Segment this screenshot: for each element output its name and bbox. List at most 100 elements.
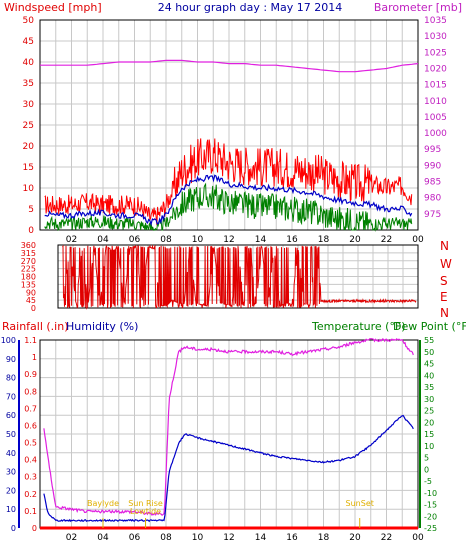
dewpoint-axis-title: Dew Point (°F) — [393, 320, 466, 333]
baro-ytick-1015: 1015 — [424, 81, 447, 91]
humidity-line — [43, 414, 414, 523]
temp-xtick-14: 14 — [255, 533, 267, 543]
baro-ytick-1030: 1030 — [424, 32, 447, 42]
temp-xtick-08: 08 — [160, 533, 172, 543]
wind-xtick-22: 22 — [381, 235, 392, 245]
rain-ytick-0.4: 0.4 — [24, 456, 37, 465]
compass-labels: N W S E N — [440, 239, 452, 320]
wind-xtick-20: 20 — [349, 235, 361, 245]
temp-xtick-12: 12 — [223, 533, 234, 543]
rain-ytick-0: 0 — [32, 524, 37, 533]
temp-xtick-22: 22 — [381, 533, 392, 543]
wind-barometer-panel: 0510152025303540455097598098599099510001… — [23, 16, 448, 245]
direction-panel-frame — [57, 244, 419, 309]
annotation-1: Sun Rise — [128, 499, 163, 508]
rain-ytick-1: 1 — [32, 353, 37, 362]
compass-label-e: E — [440, 290, 448, 304]
wind-panel-frame — [39, 19, 419, 231]
humidity-ytick-30: 30 — [6, 468, 16, 477]
wind-ytick-35: 35 — [23, 79, 34, 89]
dir-ytick-360: 360 — [21, 241, 36, 250]
rain-ytick-1.1: 1.1 — [24, 336, 37, 345]
temp-ytick-15: 15 — [424, 430, 434, 439]
temp-xtick-04: 04 — [97, 533, 109, 543]
temp-ytick--5: -5 — [424, 477, 432, 486]
windspeed-axis-title: Windspeed [mph] — [4, 1, 102, 14]
wind-xtick-08: 08 — [160, 235, 172, 245]
dir-ytick-270: 270 — [21, 257, 36, 266]
wind-low-line — [44, 182, 413, 232]
wind-ytick-20: 20 — [23, 142, 35, 152]
temp-xtick-16: 16 — [286, 533, 298, 543]
temp-xtick-00: 00 — [412, 533, 424, 543]
temp-ytick-5: 5 — [424, 454, 429, 463]
rain-ytick-0.3: 0.3 — [24, 473, 37, 482]
wind-ytick-0: 0 — [28, 226, 34, 236]
dir-ytick-225: 225 — [21, 265, 36, 274]
temperature-axis-title: Temperature (°F) — [311, 320, 406, 333]
humidity-axis-title: Humidity (%) — [66, 320, 138, 333]
baro-ytick-990: 990 — [424, 161, 441, 171]
temp-ytick-20: 20 — [424, 418, 434, 427]
compass-label-w: W — [440, 257, 452, 271]
baro-ytick-1035: 1035 — [424, 16, 447, 26]
wind-xtick-12: 12 — [223, 235, 234, 245]
wind-ytick-5: 5 — [28, 205, 34, 215]
humidity-ytick-0: 0 — [11, 524, 16, 533]
humidity-ytick-10: 10 — [6, 505, 16, 514]
humidity-ytick-20: 20 — [6, 486, 16, 495]
temp-ytick-40: 40 — [424, 371, 434, 380]
dir-ytick-0: 0 — [31, 304, 36, 313]
humidity-ytick-60: 60 — [6, 411, 16, 420]
wind-xtick-02: 02 — [66, 235, 77, 245]
baro-ytick-1005: 1005 — [424, 113, 447, 123]
barometer-line — [40, 59, 419, 73]
temp-ytick-35: 35 — [424, 383, 434, 392]
wind-ytick-40: 40 — [23, 58, 35, 68]
wind-direction-line — [62, 244, 417, 310]
rainfall-axis-title: Rainfall (.in) — [2, 320, 69, 333]
baro-ytick-975: 975 — [424, 210, 441, 220]
compass-label-n-bottom: N — [440, 306, 449, 320]
temp-ytick-30: 30 — [424, 395, 434, 404]
temp-xtick-18: 18 — [318, 533, 330, 543]
humidity-ytick-70: 70 — [6, 392, 16, 401]
temp-ytick-0: 0 — [424, 465, 429, 474]
dir-ytick-45: 45 — [26, 296, 36, 305]
windspeed-line — [44, 138, 413, 226]
baro-ytick-985: 985 — [424, 178, 441, 188]
dir-ytick-135: 135 — [21, 280, 36, 289]
wind-xtick-16: 16 — [286, 235, 298, 245]
rain-ytick-0.9: 0.9 — [24, 370, 37, 379]
temperature-line — [43, 338, 414, 517]
baro-ytick-1010: 1010 — [424, 97, 447, 107]
rain-ytick-0.8: 0.8 — [24, 387, 37, 396]
baro-ytick-1000: 1000 — [424, 129, 447, 139]
temp-ytick-50: 50 — [424, 348, 434, 357]
rain-ytick-0.6: 0.6 — [24, 421, 37, 430]
wind-xtick-06: 06 — [129, 235, 141, 245]
wind-ytick-25: 25 — [23, 121, 34, 131]
humidity-ytick-100: 100 — [1, 336, 16, 345]
wind-average-line — [44, 174, 413, 227]
temp-ytick-25: 25 — [424, 407, 434, 416]
rain-ytick-0.2: 0.2 — [24, 490, 37, 499]
temp-ytick--10: -10 — [424, 489, 437, 498]
temp-ytick-45: 45 — [424, 360, 434, 369]
dir-ytick-315: 315 — [21, 249, 36, 258]
wind-xtick-10: 10 — [192, 235, 204, 245]
annotation-2: Lowtide — [130, 507, 161, 516]
temp-ytick-55: 55 — [424, 336, 434, 345]
baro-ytick-1020: 1020 — [424, 64, 447, 74]
compass-label-n-top: N — [440, 239, 449, 253]
barometer-axis-title: Barometer [mb] — [374, 1, 462, 14]
temp-ytick--25: -25 — [424, 524, 437, 533]
dir-ytick-180: 180 — [21, 273, 36, 282]
temp-xtick-02: 02 — [66, 533, 77, 543]
chart-title: 24 hour graph day : May 17 2014 — [158, 1, 343, 14]
temp-ytick-10: 10 — [424, 442, 434, 451]
wind-ytick-45: 45 — [23, 37, 34, 47]
wind-xtick-04: 04 — [97, 235, 109, 245]
